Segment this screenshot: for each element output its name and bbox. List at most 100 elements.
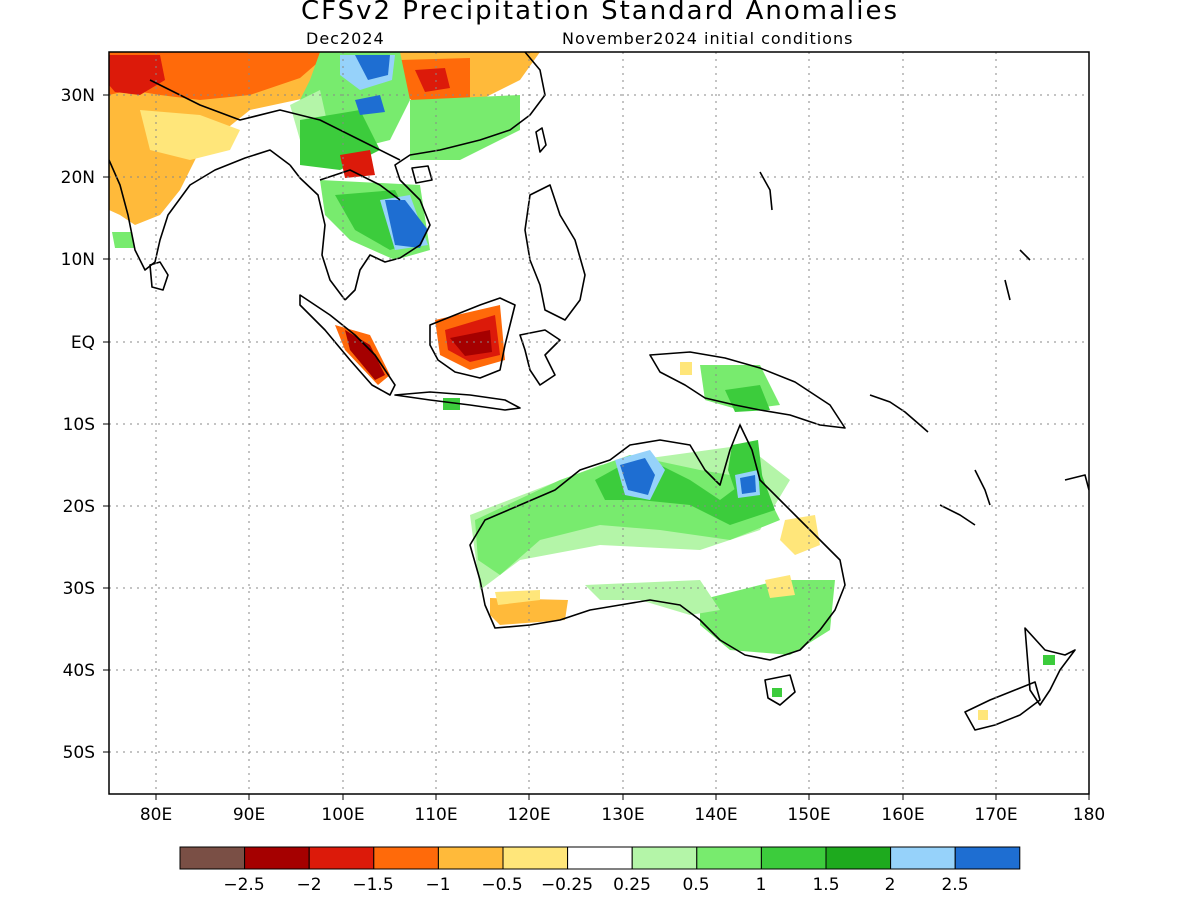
coast-srilanka bbox=[149, 261, 169, 291]
lon-label-110e: 110E bbox=[414, 805, 457, 825]
coast-java bbox=[394, 391, 521, 411]
anomaly-indochina-blue bbox=[385, 200, 428, 248]
anomaly-topend-blue bbox=[620, 458, 655, 495]
lat-label-50s: 50S bbox=[63, 743, 95, 763]
anomaly-java-green bbox=[443, 398, 460, 410]
colorbar-label-7: 0.25 bbox=[613, 875, 651, 895]
coast-nz-north bbox=[1024, 627, 1076, 706]
border-china bbox=[149, 79, 401, 201]
lat-label-20s: 20S bbox=[63, 497, 95, 517]
coast-bangladesh-myanmar bbox=[289, 164, 346, 301]
coast-vanuatu bbox=[974, 469, 991, 506]
colorbar-swatch bbox=[890, 846, 956, 870]
colorbar-label-2: −2 bbox=[296, 875, 321, 895]
coast-newguinea bbox=[649, 351, 846, 429]
colorbar-label-6: −0.25 bbox=[541, 875, 593, 895]
colorbar-swatch bbox=[760, 846, 827, 870]
anomaly-sw-australia-orange bbox=[490, 598, 568, 625]
anomaly-se-australia-green bbox=[700, 580, 835, 655]
anomaly-newguinea-yellow bbox=[680, 362, 692, 375]
anomaly-china-blue bbox=[355, 55, 390, 80]
lon-label-140e: 140E bbox=[694, 805, 737, 825]
coast-newcal bbox=[939, 504, 976, 526]
coast-micronesia bbox=[759, 171, 1031, 301]
lat-label-30n: 30N bbox=[61, 86, 95, 106]
colorbar-swatch bbox=[825, 846, 892, 870]
lon-label-90e: 90E bbox=[233, 805, 265, 825]
lat-label-30s: 30S bbox=[63, 579, 95, 599]
colorbar: −2.5 −2 −1.5 −1 −0.5 −0.25 0.25 0.5 1 1.… bbox=[179, 846, 1021, 895]
colorbar-swatch bbox=[631, 846, 698, 870]
colorbar-label-11: 2 bbox=[885, 875, 896, 895]
lon-label-130e: 130E bbox=[601, 805, 644, 825]
colorbar-label-5: −0.5 bbox=[481, 875, 522, 895]
anomaly-tibet-darkred bbox=[109, 55, 165, 95]
colorbar-swatch bbox=[308, 846, 375, 870]
lat-label-40s: 40S bbox=[63, 661, 95, 681]
map-area bbox=[109, 52, 1089, 794]
anomaly-australia-green bbox=[475, 455, 780, 575]
tick-marks bbox=[103, 94, 1090, 800]
lon-label-100e: 100E bbox=[321, 805, 364, 825]
coast-indochina bbox=[344, 52, 546, 301]
anomaly-capeyork-blue bbox=[740, 475, 756, 494]
coast-borneo bbox=[429, 297, 516, 379]
coast-taiwan bbox=[535, 127, 547, 153]
colorbar-swatch bbox=[179, 846, 246, 870]
lat-labels: 30N 20N 10N EQ 10S 20S 30S 40S 50S bbox=[61, 86, 95, 763]
coast-sulawesi bbox=[519, 329, 561, 386]
anomaly-tasmania-green bbox=[772, 688, 782, 697]
coast-nz-south bbox=[964, 681, 1041, 731]
anomaly-qld-yellow bbox=[780, 515, 820, 555]
lon-label-120e: 120E bbox=[507, 805, 550, 825]
map-frame bbox=[108, 51, 1090, 795]
lon-labels: 80E 90E 100E 110E 120E 130E 140E 150E 16… bbox=[140, 805, 1105, 825]
colorbar-label-9: 1 bbox=[756, 875, 767, 895]
anomaly-nz-green bbox=[1043, 655, 1055, 665]
lon-label-80e: 80E bbox=[140, 805, 172, 825]
graticule bbox=[109, 52, 1089, 794]
colorbar-swatch bbox=[696, 846, 762, 870]
colorbar-label-3: −1.5 bbox=[352, 875, 393, 895]
anomaly-srilanka-green bbox=[112, 232, 135, 248]
colorbar-swatch bbox=[373, 846, 439, 870]
lat-label-20n: 20N bbox=[61, 168, 95, 188]
colorbar-swatch bbox=[954, 846, 1021, 870]
initial-conditions: November2024 initial conditions bbox=[562, 29, 854, 48]
colorbar-label-10: 1.5 bbox=[812, 875, 839, 895]
map-title: CFSv2 Precipitation Standard Anomalies bbox=[300, 0, 900, 26]
colorbar-swatch bbox=[244, 846, 310, 870]
colorbar-label-1: −2.5 bbox=[223, 875, 264, 895]
coast-tasmania bbox=[764, 674, 796, 706]
coast-solomons bbox=[869, 394, 929, 433]
coast-sumatra bbox=[299, 294, 396, 396]
coast-india bbox=[109, 149, 291, 271]
lon-label-150e: 150E bbox=[787, 805, 830, 825]
anomaly-fields bbox=[109, 52, 1055, 720]
lat-label-10s: 10S bbox=[63, 415, 95, 435]
colorbar-swatch bbox=[502, 846, 569, 870]
anomaly-borneo-darkred bbox=[450, 330, 492, 356]
lat-label-eq: EQ bbox=[71, 333, 95, 353]
coast-hainan bbox=[411, 165, 433, 184]
anomaly-china-blue2 bbox=[355, 95, 385, 115]
colorbar-label-12: 2.5 bbox=[941, 875, 968, 895]
ocean-background bbox=[109, 52, 1089, 794]
colorbar-swatch bbox=[437, 846, 504, 870]
forecast-month: Dec2024 bbox=[306, 29, 385, 48]
anomaly-china-darkred bbox=[415, 68, 450, 92]
colorbar-label-8: 0.5 bbox=[682, 875, 709, 895]
anomaly-se-australia-lightgreen bbox=[585, 580, 720, 615]
coast-fiji bbox=[1064, 474, 1089, 491]
colorbar-label-4: −1 bbox=[425, 875, 450, 895]
lon-label-170e: 170E bbox=[974, 805, 1017, 825]
anomaly-nsw-yellow bbox=[765, 575, 795, 598]
lat-label-10n: 10N bbox=[61, 250, 95, 270]
coast-australia bbox=[469, 424, 846, 661]
anomaly-himalaya-yellow bbox=[140, 110, 240, 160]
lon-label-160e: 160E bbox=[881, 805, 924, 825]
colorbar-swatches bbox=[179, 846, 1021, 870]
lon-label-180: 180 bbox=[1073, 805, 1105, 825]
anomaly-nz-yellow bbox=[978, 710, 988, 720]
